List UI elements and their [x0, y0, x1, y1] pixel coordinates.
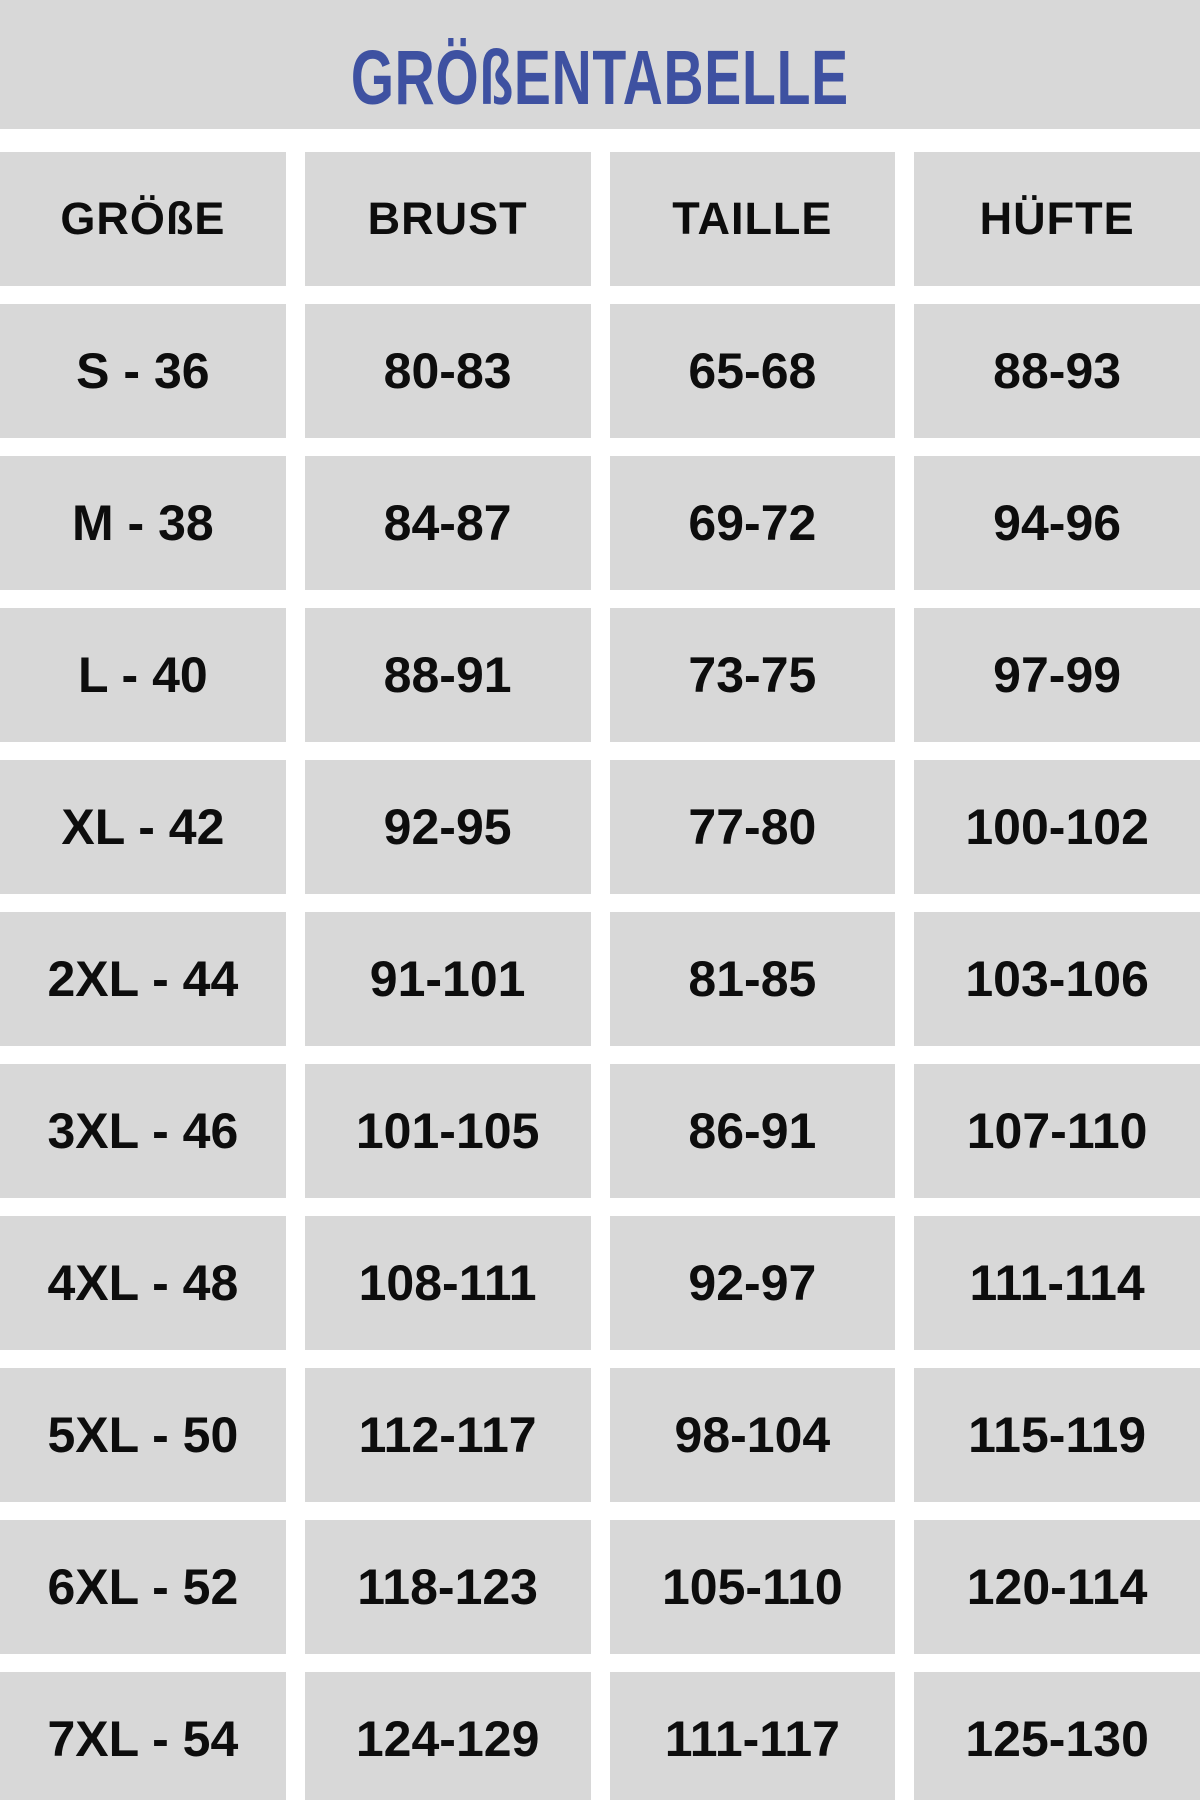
column-header-brust: BRUST: [304, 152, 591, 286]
column-header-groesse: GRÖßE: [0, 152, 286, 286]
size-label-cell: 3XL - 46: [0, 1064, 286, 1198]
huefte-cell: 94-96: [914, 456, 1200, 590]
taille-cell: 86-91: [609, 1064, 896, 1198]
brust-cell: 101-105: [304, 1064, 591, 1198]
huefte-cell: 97-99: [914, 608, 1200, 742]
huefte-cell: 111-114: [914, 1216, 1200, 1350]
size-label-cell: M - 38: [0, 456, 286, 590]
size-label-cell: 4XL - 48: [0, 1216, 286, 1350]
taille-cell: 73-75: [609, 608, 896, 742]
brust-cell: 112-117: [304, 1368, 591, 1502]
huefte-cell: 88-93: [914, 304, 1200, 438]
huefte-cell: 100-102: [914, 760, 1200, 894]
huefte-cell: 120-114: [914, 1520, 1200, 1654]
huefte-cell: 103-106: [914, 912, 1200, 1046]
brust-cell: 91-101: [304, 912, 591, 1046]
taille-cell: 98-104: [609, 1368, 896, 1502]
brust-cell: 118-123: [304, 1520, 591, 1654]
brust-cell: 88-91: [304, 608, 591, 742]
page-title: GRÖßENTABELLE: [350, 35, 850, 121]
taille-cell: 111-117: [609, 1672, 896, 1800]
taille-cell: 77-80: [609, 760, 896, 894]
brust-cell: 84-87: [304, 456, 591, 590]
brust-cell: 108-111: [304, 1216, 591, 1350]
brust-cell: 124-129: [304, 1672, 591, 1800]
size-label-cell: 7XL - 54: [0, 1672, 286, 1800]
size-label-cell: XL - 42: [0, 760, 286, 894]
column-header-huefte: HÜFTE: [914, 152, 1200, 286]
huefte-cell: 125-130: [914, 1672, 1200, 1800]
column-header-taille: TAILLE: [609, 152, 896, 286]
taille-cell: 81-85: [609, 912, 896, 1046]
taille-cell: 92-97: [609, 1216, 896, 1350]
size-label-cell: S - 36: [0, 304, 286, 438]
size-table: GRÖßE BRUST TAILLE HÜFTE S - 36 80-83 65…: [0, 152, 1200, 1800]
taille-cell: 105-110: [609, 1520, 896, 1654]
taille-cell: 65-68: [609, 304, 896, 438]
brust-cell: 92-95: [304, 760, 591, 894]
taille-cell: 69-72: [609, 456, 896, 590]
huefte-cell: 115-119: [914, 1368, 1200, 1502]
title-band: GRÖßENTABELLE: [0, 0, 1200, 129]
size-label-cell: L - 40: [0, 608, 286, 742]
brust-cell: 80-83: [304, 304, 591, 438]
size-label-cell: 6XL - 52: [0, 1520, 286, 1654]
huefte-cell: 107-110: [914, 1064, 1200, 1198]
size-label-cell: 5XL - 50: [0, 1368, 286, 1502]
size-label-cell: 2XL - 44: [0, 912, 286, 1046]
